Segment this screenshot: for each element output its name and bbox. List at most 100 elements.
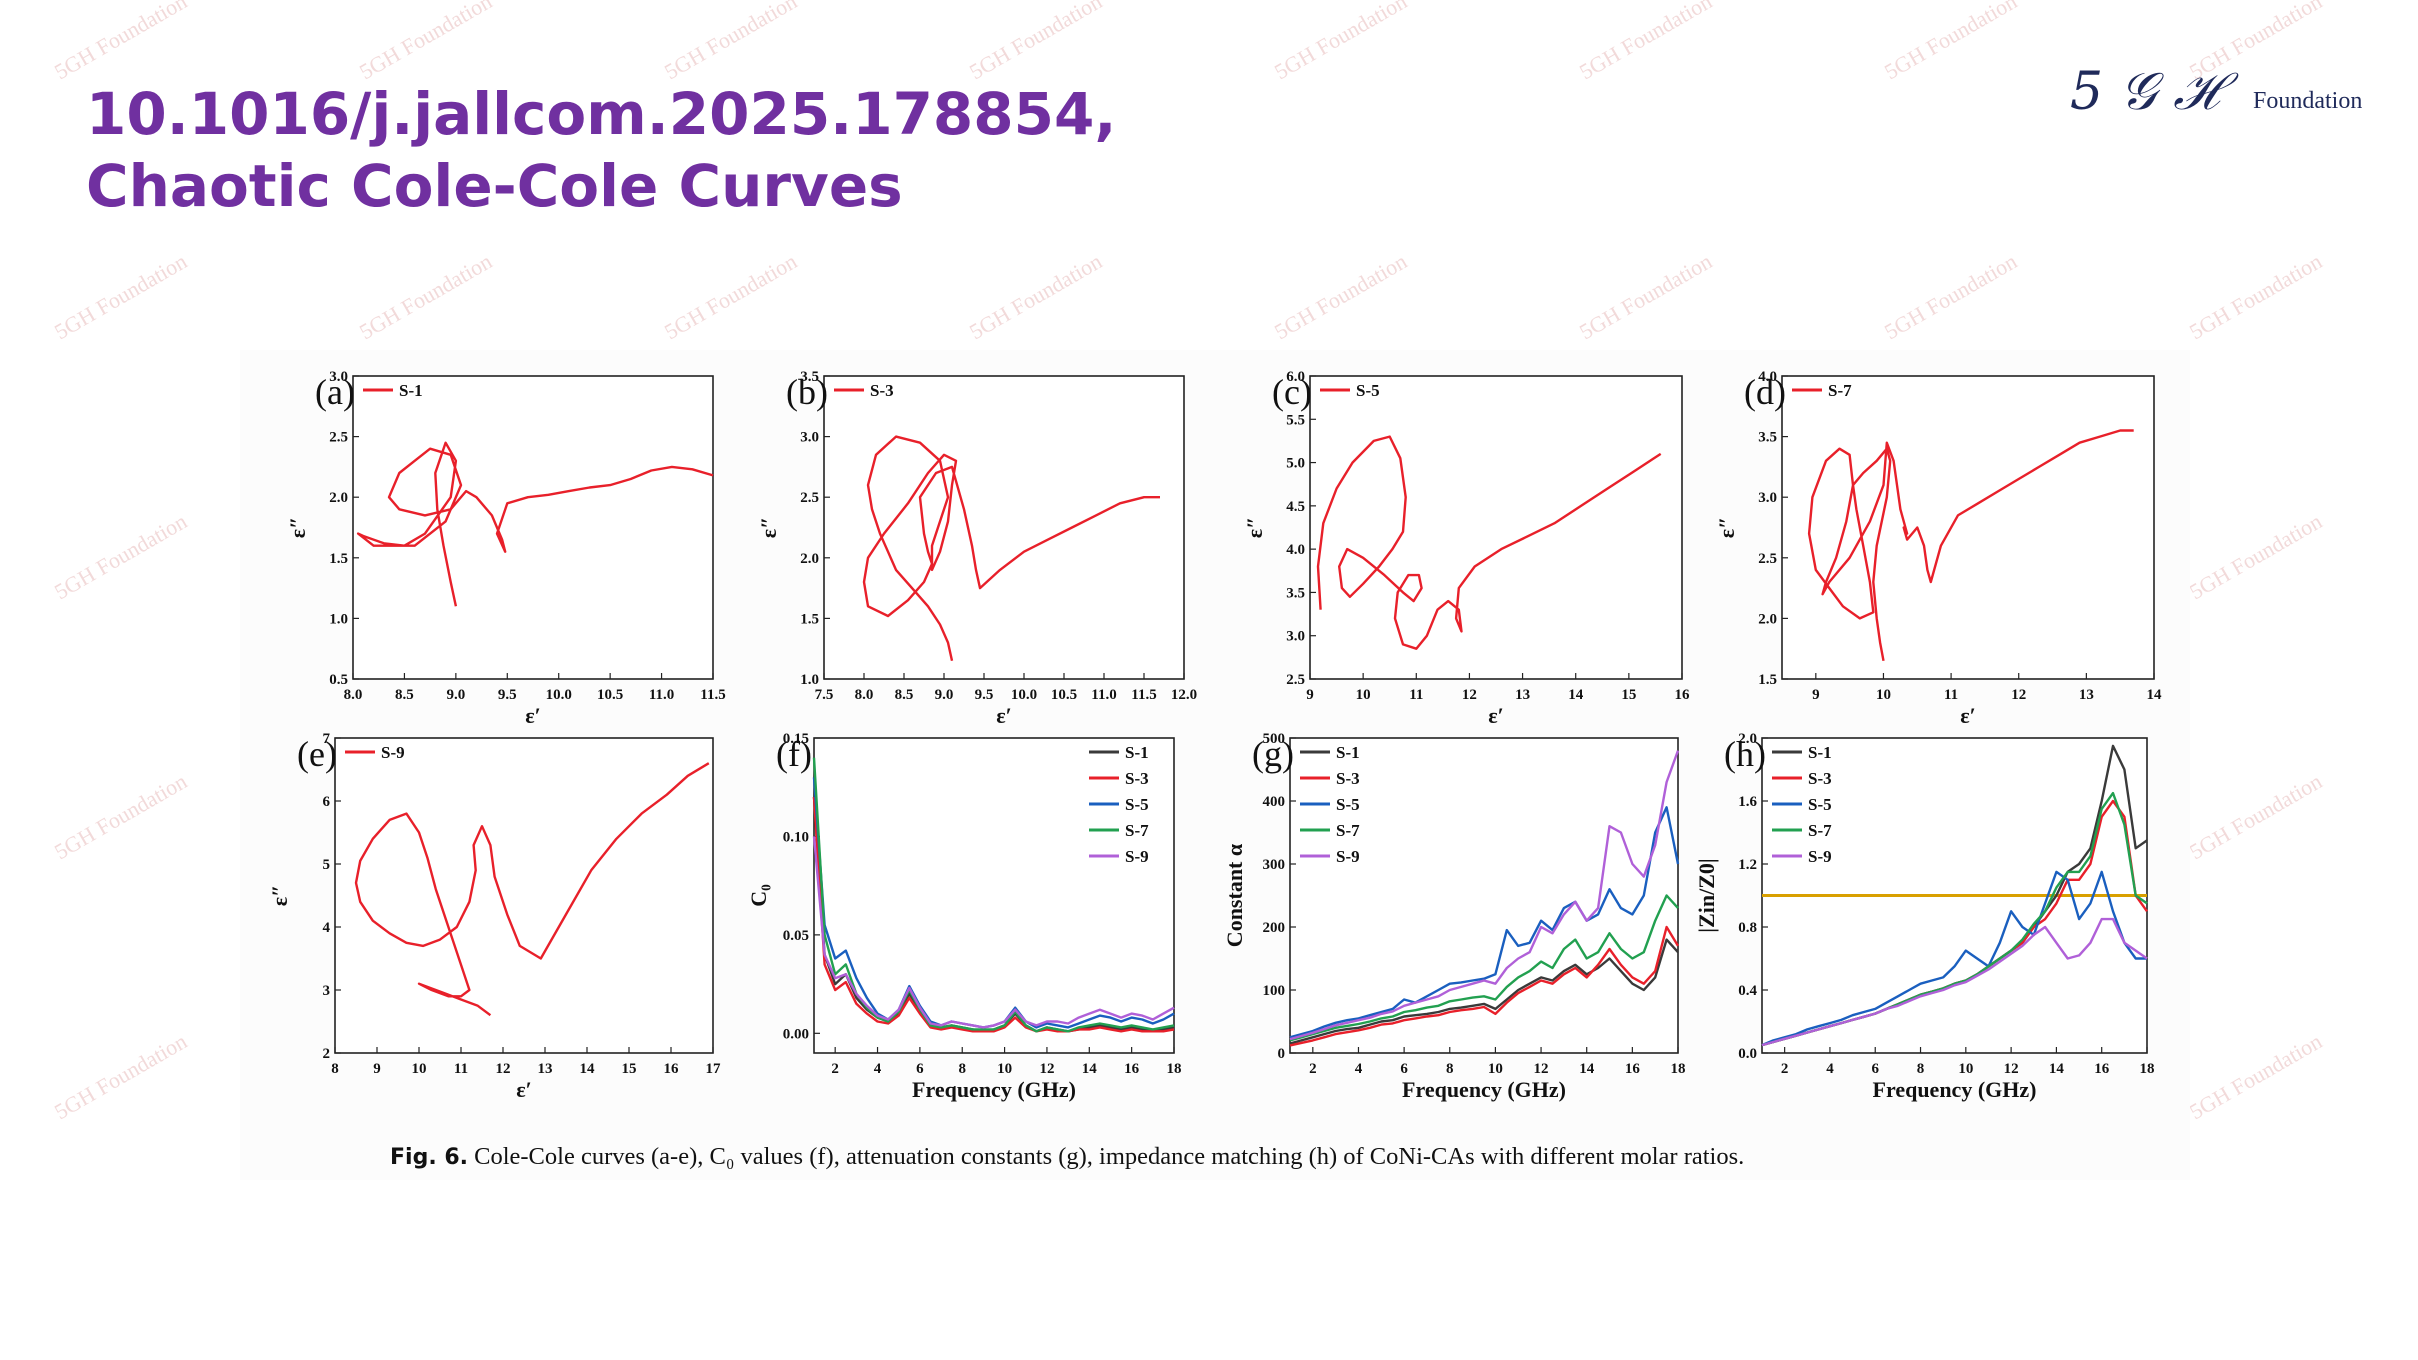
x-tick-label: 7.5	[815, 687, 834, 703]
x-tick-label: 10	[997, 1061, 1012, 1077]
y-tick-label: 0.4	[1738, 983, 1757, 999]
panel-d: (d) 9 10 11 12 13 14 1.5 2.0 2.5 3.0 3.5 4.0 ε′ ε″ S-7	[1714, 369, 2162, 728]
x-axis-label: ε′	[996, 703, 1012, 728]
slide-title: 10.1016/j.jallcom.2025.178854, Chaotic C…	[86, 78, 1116, 222]
y-axis-label: ε″	[285, 517, 310, 539]
y-tick-label: 1.0	[800, 672, 819, 688]
y-tick-label: 1.5	[1758, 672, 1777, 688]
series-line-s-7	[1289, 894, 1679, 1042]
x-tick-label: 9.5	[498, 687, 517, 703]
y-tick-label: 300	[1263, 857, 1286, 873]
x-tick-label: 14	[1568, 687, 1584, 703]
panel-c: (c) 9 10 11 12 13 14 15 16 2.5 3.0 3.5 4.0 4.5 5.0 5.5 6…	[1242, 369, 1690, 728]
legend-label: S-5	[1336, 795, 1360, 814]
panel-label: (f)	[776, 734, 812, 774]
panel-g: (g) 2 4 6 8 10 12 14 16 18 0 100 200 300 400 500 Frequen…	[1222, 731, 1686, 1102]
watermark-text: 5GH Foundation	[50, 508, 191, 604]
watermark-text: 5GH Foundation	[660, 0, 801, 84]
series-line-s-1	[1289, 938, 1679, 1045]
y-axis-label: C₀	[746, 884, 771, 907]
x-tick-label: 8.5	[895, 687, 914, 703]
x-tick-label: 16	[664, 1061, 680, 1077]
x-tick-label: 2	[831, 1061, 839, 1077]
caption-label: Fig. 6.	[390, 1145, 468, 1170]
y-tick-label: 2.0	[800, 551, 819, 567]
y-tick-label: 4.5	[1286, 499, 1305, 515]
y-tick-label: 1.5	[329, 551, 348, 567]
logo-wordmark: Foundation	[2253, 88, 2363, 114]
legend-label: S-7	[1828, 381, 1852, 400]
x-tick-label: 8	[958, 1061, 966, 1077]
watermark-text: 5GH Foundation	[1270, 248, 1411, 344]
legend-label: S-3	[870, 381, 894, 400]
y-tick-label: 2.0	[1758, 611, 1777, 627]
legend-label: S-7	[1336, 821, 1360, 840]
series-line-s-9	[1761, 917, 2148, 1047]
x-axis-label: ε′	[525, 703, 541, 728]
x-tick-label: 14	[2049, 1061, 2065, 1077]
y-tick-label: 1.5	[800, 611, 819, 627]
series-line-s-9	[1289, 750, 1680, 1041]
x-axis-label: ε′	[1960, 703, 1976, 728]
y-tick-label: 3	[323, 983, 331, 999]
x-tick-label: 13	[538, 1061, 553, 1077]
y-tick-label: 2.5	[1758, 551, 1777, 567]
y-tick-label: 0.10	[783, 829, 809, 845]
plot-area	[813, 737, 1175, 1054]
x-tick-label: 16	[1625, 1061, 1641, 1077]
watermark-text: 5GH Foundation	[2185, 768, 2326, 864]
x-tick-label: 8.5	[395, 687, 414, 703]
legend-label: S-3	[1125, 769, 1149, 788]
title-line-2: Chaotic Cole-Cole Curves	[86, 152, 903, 220]
x-tick-label: 11	[454, 1061, 468, 1077]
y-tick-label: 3.5	[800, 369, 819, 385]
y-axis-label: ε″	[1714, 517, 1739, 539]
y-tick-label: 4.0	[1758, 369, 1777, 385]
x-tick-label: 15	[1621, 687, 1636, 703]
legend-label: S-9	[1808, 847, 1832, 866]
y-tick-label: 1.0	[329, 611, 348, 627]
legend-label: S-5	[1125, 795, 1149, 814]
legend-label: S-5	[1808, 795, 1832, 814]
y-tick-label: 0.5	[329, 672, 348, 688]
legend-label: S-9	[381, 743, 405, 762]
x-tick-label: 10.0	[546, 687, 572, 703]
series-line-s-7	[812, 757, 1175, 1033]
panel-label: (b)	[786, 372, 828, 412]
x-tick-label: 9	[1306, 687, 1314, 703]
y-axis-label: ε″	[756, 517, 781, 539]
series-line-s-1	[356, 441, 714, 607]
panel-label: (c)	[1272, 372, 1312, 412]
x-tick-label: 10.0	[1011, 687, 1037, 703]
watermark-text: 5GH Foundation	[965, 248, 1106, 344]
watermark-text: 5GH Foundation	[1575, 248, 1716, 344]
panel-label: (g)	[1252, 734, 1294, 774]
legend-label: S-9	[1336, 847, 1360, 866]
x-tick-label: 2	[1781, 1061, 1789, 1077]
y-tick-label: 0.05	[783, 928, 809, 944]
x-tick-label: 4	[1826, 1061, 1834, 1077]
legend-label: S-1	[399, 381, 423, 400]
y-tick-label: 3.0	[1286, 629, 1305, 645]
y-tick-label: 3.0	[800, 430, 819, 446]
y-tick-label: 1.6	[1738, 794, 1757, 810]
x-tick-label: 10.5	[1051, 687, 1077, 703]
y-tick-label: 3.0	[1758, 490, 1777, 506]
x-tick-label: 10.5	[597, 687, 623, 703]
x-tick-label: 12	[496, 1061, 511, 1077]
watermark-text: 5GH Foundation	[2185, 508, 2326, 604]
plot-area	[823, 375, 1185, 680]
x-tick-label: 10	[412, 1061, 427, 1077]
panel-a: (a) 8.0 8.5 9.0 9.5 10.0 10.5 11.0 11.5 0.5 1.0 1.5…	[285, 369, 726, 728]
x-tick-label: 8.0	[855, 687, 874, 703]
x-tick-label: 2	[1309, 1061, 1317, 1077]
x-tick-label: 11.5	[1131, 687, 1156, 703]
x-tick-label: 13	[2079, 687, 2094, 703]
legend-label: S-7	[1808, 821, 1832, 840]
x-axis-label: Frequency (GHz)	[1873, 1077, 2037, 1102]
x-tick-label: 12	[1462, 687, 1477, 703]
series-line-s-9	[354, 762, 710, 1017]
x-tick-label: 9.0	[446, 687, 465, 703]
y-tick-label: 7	[323, 731, 331, 747]
y-axis-label: Constant α	[1222, 843, 1247, 947]
